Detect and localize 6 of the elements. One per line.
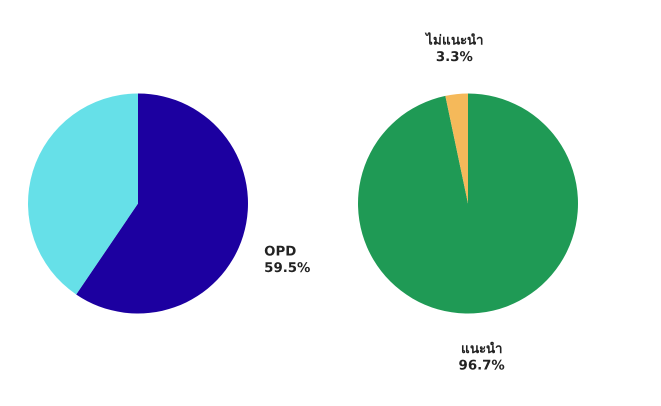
data-label: 3.3% — [436, 50, 473, 66]
slice-label: ไม่แนะนำ — [424, 32, 483, 49]
slice-label: OPD — [264, 244, 296, 260]
slice-label: แนะนำ — [461, 340, 502, 357]
data-label: 59.5% — [264, 260, 310, 276]
data-label: 96.7% — [458, 358, 505, 374]
